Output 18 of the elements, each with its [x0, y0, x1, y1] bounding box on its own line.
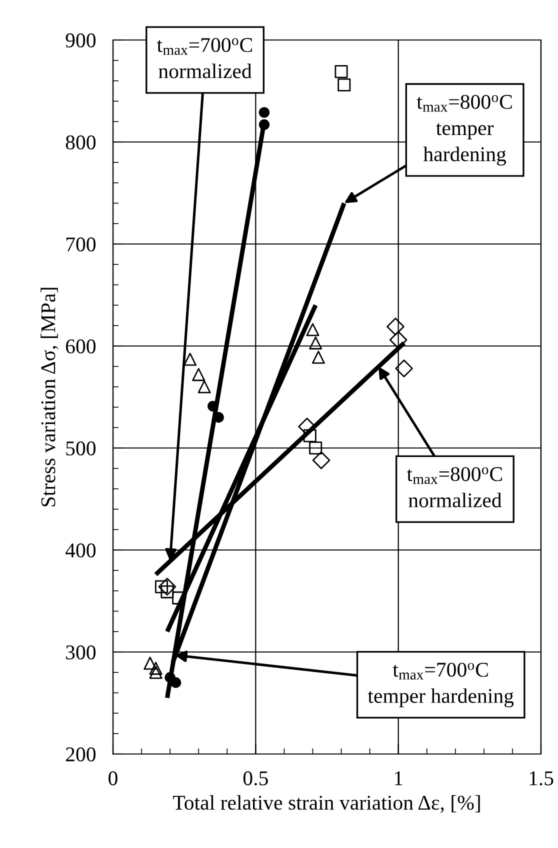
annotation: t$_{max}$=700$^{o}$C temper hardening — [368, 662, 514, 708]
x-axis-title: Total relative strain variation Δε, [%] — [172, 795, 480, 813]
y-tick-label: 200 — [66, 747, 96, 762]
y-tick-label: 600 — [66, 339, 96, 354]
y-tick-label: 700 — [66, 237, 96, 252]
x-tick-label: 1 — [394, 771, 402, 786]
x-tick-label: 0.5 — [243, 771, 268, 786]
y-tick-label: 900 — [66, 33, 96, 48]
y-tick-label: 300 — [66, 645, 96, 660]
y-tick-label: 800 — [66, 135, 96, 150]
x-tick-label: 1.5 — [530, 771, 554, 786]
annotation: t$_{max}$=800$^{o}$C temper hardening — [416, 94, 512, 166]
y-tick-label: 400 — [65, 543, 96, 558]
x-tick-label: 0 — [108, 771, 118, 786]
y-axis-title: Stress variation Δσ, [MPa] — [40, 288, 58, 506]
annotation: t$_{max}$=800$^{o}$C normalized — [406, 467, 502, 508]
y-tick-label: 500 — [66, 441, 96, 456]
annotation: t$_{max}$=700$^{o}$C normalized — [156, 38, 252, 78]
